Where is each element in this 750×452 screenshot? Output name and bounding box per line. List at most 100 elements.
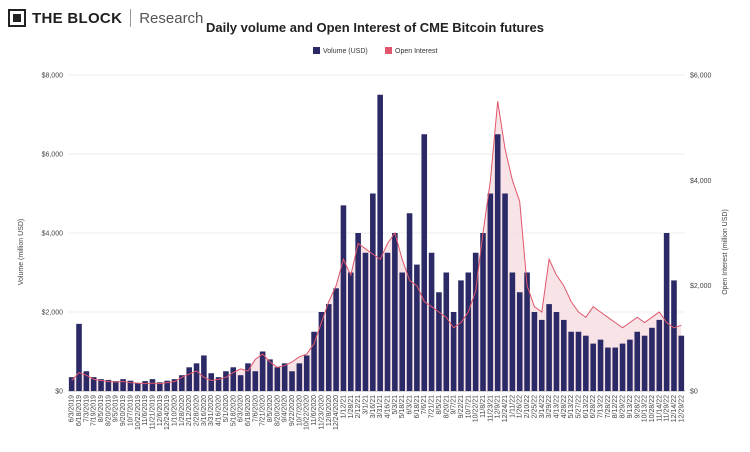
volume-bar: [531, 312, 538, 391]
x-tick-label: 1/28/21: [348, 395, 355, 418]
volume-bar: [230, 367, 237, 391]
volume-bar: [157, 382, 163, 391]
x-tick-label: 11/29/22: [664, 395, 671, 422]
x-tick-label: 1/28/2020: [179, 395, 186, 426]
x-tick-label: 12/24/21: [502, 395, 509, 422]
x-tick-label: 2/28/2020: [194, 395, 201, 426]
volume-bar: [612, 347, 619, 391]
x-tick-label: 2/25/22: [531, 395, 538, 418]
volume-bar: [340, 205, 347, 391]
volume-bar: [311, 331, 317, 391]
volume-bar: [68, 377, 75, 391]
volume-bar: [516, 292, 523, 391]
volume-bar: [318, 312, 325, 391]
volume-bar: [421, 134, 428, 391]
brand-name: THE BLOCK: [32, 9, 123, 27]
x-tick-label: 6/3/2019: [69, 395, 76, 422]
x-tick-label: 6/18/2020: [245, 395, 252, 426]
volume-bar: [414, 264, 420, 391]
volume-bar: [252, 371, 259, 391]
x-tick-label: 5/18/21: [399, 395, 406, 418]
x-tick-label: 3/14/22: [539, 395, 546, 418]
volume-bar: [568, 331, 574, 391]
x-tick-label: 11/6/2020: [311, 395, 318, 426]
the-block-logo-icon: [8, 9, 26, 27]
volume-bar: [443, 272, 450, 391]
volume-bar: [179, 375, 185, 391]
x-tick-label: 3/16/2020: [201, 395, 208, 426]
x-tick-label: 10/28/22: [649, 395, 656, 422]
volume-bar: [590, 343, 596, 391]
x-tick-label: 3/1/21: [363, 395, 370, 415]
x-tick-label: 1/11/22: [509, 395, 516, 418]
x-tick-label: 8/29/22: [620, 395, 627, 418]
x-tick-label: 3/31/2020: [208, 395, 215, 426]
volume-bar: [472, 252, 479, 391]
x-tick-label: 5/27/22: [576, 395, 583, 418]
x-tick-label: 7/3/2019: [83, 395, 90, 422]
volume-bar: [524, 272, 530, 391]
x-tick-label: 9/22/2020: [289, 395, 296, 426]
x-tick-label: 3/31/21: [377, 395, 384, 418]
legend-oi-swatch: [385, 47, 392, 54]
volume-bar: [333, 288, 339, 391]
volume-bar: [553, 312, 560, 391]
volume-bar: [546, 304, 552, 391]
volume-bar: [465, 272, 472, 391]
volume-bar: [538, 319, 545, 391]
legend-volume-label: Volume (USD): [323, 48, 368, 55]
volume-bar: [193, 363, 200, 391]
open-interest-area: [71, 101, 682, 392]
x-tick-label: 7/19/2019: [91, 395, 98, 426]
y-tick-label: $2,000: [42, 310, 64, 317]
volume-bar: [377, 94, 383, 391]
volume-bar: [450, 312, 457, 391]
volume-bar: [583, 335, 589, 391]
volume-bar: [428, 252, 435, 391]
volume-bar: [597, 339, 604, 391]
volume-bars: [68, 94, 685, 391]
volume-bar: [164, 380, 170, 391]
volume-bar: [502, 193, 508, 391]
y-tick-label: $4,000: [42, 231, 64, 238]
volume-bar: [98, 379, 104, 391]
x-tick-label: 11/23/21: [487, 395, 494, 422]
x-tick-label: 10/22/2020: [304, 395, 311, 430]
x-tick-label: 4/28/22: [561, 395, 568, 418]
volume-bar: [237, 375, 244, 391]
x-tick-label: 10/7/2019: [127, 395, 134, 426]
y2-tick-label: $4,000: [690, 178, 712, 185]
x-tick-label: 12/14/22: [671, 395, 678, 422]
x-tick-label: 11/21/2019: [150, 395, 157, 430]
x-tick-label: 6/18/2019: [76, 395, 83, 426]
volume-bar: [678, 335, 685, 391]
x-tick-label: 1/26/22: [517, 395, 524, 418]
volume-bar: [641, 335, 648, 391]
x-tick-label: 12/6/2019: [157, 395, 164, 426]
open-interest-line-group: [71, 101, 682, 385]
x-tick-label: 2/10/22: [524, 395, 531, 418]
volume-bar: [348, 272, 354, 391]
volume-bar: [649, 327, 655, 391]
x-tick-label: 8/12/22: [612, 395, 619, 418]
x-tick-label: 6/18/21: [414, 395, 421, 418]
x-tick-label: 4/16/21: [385, 395, 392, 418]
x-tick-label: 7/6/21: [421, 395, 428, 415]
volume-bar: [90, 377, 97, 391]
volume-bar: [83, 371, 90, 391]
volume-bar: [289, 371, 295, 391]
x-tick-label: 9/22/21: [458, 395, 465, 418]
x-tick-label: 7/13/22: [598, 395, 605, 418]
x-tick-label: 10/7/2020: [296, 395, 303, 426]
x-axis-ticks: 6/3/2019 6/18/2019 7/3/2019 7/19/2019 8/5/20…: [69, 395, 686, 430]
right-axis-ticks: $0 $2,000 $4,000 $6,000: [690, 73, 712, 396]
volume-bar: [223, 371, 229, 391]
volume-bar: [259, 351, 266, 391]
volume-bar: [370, 193, 376, 391]
open-interest-fill: [71, 101, 682, 392]
volume-bar: [399, 272, 405, 391]
y2-tick-label: $2,000: [690, 283, 712, 290]
volume-bar: [112, 381, 119, 391]
volume-bar: [656, 319, 663, 391]
